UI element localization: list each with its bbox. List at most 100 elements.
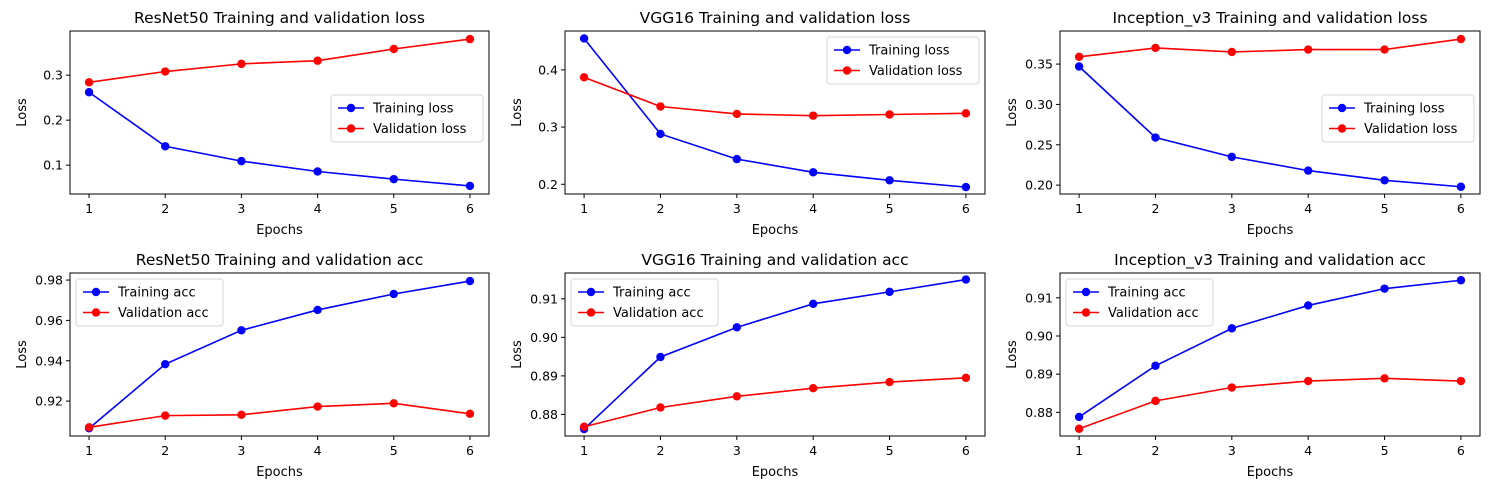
- legend-marker: [1337, 124, 1347, 133]
- data-point: [808, 384, 818, 393]
- data-point: [389, 289, 398, 299]
- chart-title: ResNet50 Training and validation loss: [134, 9, 425, 27]
- data-point: [465, 276, 475, 286]
- data-point: [1303, 301, 1313, 310]
- data-point: [465, 181, 475, 191]
- data-point: [161, 67, 170, 76]
- data-point: [732, 392, 742, 401]
- x-tick-label: 5: [390, 443, 398, 458]
- y-tick-label: 0.25: [1025, 137, 1053, 152]
- legend-box: [1065, 278, 1214, 327]
- x-tick-label: 4: [809, 443, 817, 458]
- x-axis-label: Epochs: [752, 223, 799, 238]
- y-tick-label: 0.90: [1025, 328, 1053, 343]
- x-tick-label: 3: [237, 443, 245, 458]
- legend: Training acc Validation acc: [75, 278, 224, 327]
- data-point: [84, 423, 94, 432]
- series-line-training: [583, 278, 967, 430]
- x-tick-label: 2: [1151, 443, 1159, 458]
- data-point: [1151, 361, 1160, 370]
- x-axis-label: Epochs: [1247, 465, 1294, 480]
- data-point: [313, 305, 322, 315]
- legend-marker: [91, 308, 101, 317]
- data-point: [656, 102, 665, 111]
- legend-label: Validation acc: [1108, 306, 1199, 321]
- data-point: [465, 34, 475, 44]
- data-point: [656, 129, 665, 139]
- legend-label: Training loss: [372, 102, 454, 117]
- x-tick-label: 6: [962, 201, 970, 216]
- x-tick-label: 1: [1075, 443, 1083, 458]
- x-tick-label: 2: [656, 201, 664, 216]
- y-tick-label: 0.96: [35, 313, 63, 328]
- legend-label: Training acc: [1107, 286, 1186, 301]
- data-point: [161, 142, 170, 151]
- data-point: [313, 402, 322, 411]
- legend-label: Validation acc: [118, 306, 209, 321]
- data-point: [656, 403, 665, 412]
- data-point: [808, 168, 818, 177]
- legend-label: Validation loss: [373, 122, 467, 137]
- chart-title: VGG16 Training and validation acc: [641, 251, 908, 269]
- y-tick-label: 0.35: [1025, 57, 1053, 72]
- axes-frame: [69, 30, 490, 195]
- data-point: [389, 174, 398, 184]
- data-point: [885, 110, 894, 119]
- legend: Training acc Validation acc: [570, 278, 719, 327]
- subplot-6: Inception_v3 Training and validation acc…: [1005, 251, 1481, 480]
- y-tick-label: 0.1: [43, 158, 63, 173]
- series-line-validation: [1078, 38, 1462, 58]
- x-tick-label: 4: [1304, 201, 1312, 216]
- series-line-training: [88, 280, 471, 429]
- chart-title: ResNet50 Training and validation acc: [136, 251, 424, 269]
- x-tick-label: 5: [886, 443, 894, 458]
- series-line-validation: [583, 377, 966, 428]
- legend-marker: [346, 124, 356, 133]
- data-point: [1380, 45, 1389, 54]
- y-tick-label: 0.20: [1025, 178, 1053, 193]
- y-tick-label: 0.88: [1025, 405, 1053, 420]
- x-tick-label: 6: [1457, 201, 1465, 216]
- data-point: [313, 56, 322, 65]
- y-axis-label: Loss: [510, 340, 525, 369]
- series-line-training: [1078, 279, 1461, 418]
- x-tick-label: 3: [733, 201, 741, 216]
- legend: Training loss Validation loss: [1321, 94, 1475, 143]
- data-point: [579, 73, 589, 82]
- data-point: [1380, 176, 1389, 185]
- data-point: [1074, 52, 1084, 62]
- data-point: [161, 411, 170, 420]
- data-point: [1227, 152, 1237, 162]
- data-point: [1456, 276, 1466, 285]
- y-tick-label: 0.89: [530, 368, 558, 383]
- y-tick-label: 0.92: [35, 394, 63, 409]
- data-point: [1074, 412, 1084, 422]
- x-tick-label: 4: [1304, 443, 1312, 458]
- axes-frame: [564, 272, 986, 437]
- chart-title: VGG16 Training and validation loss: [640, 9, 911, 27]
- series-line-training: [88, 91, 471, 187]
- x-tick-label: 5: [886, 201, 894, 216]
- legend-box: [570, 278, 719, 327]
- y-axis-label: Loss: [1005, 340, 1020, 369]
- data-point: [84, 88, 94, 97]
- x-tick-label: 5: [1381, 443, 1389, 458]
- x-tick-label: 1: [580, 201, 588, 216]
- x-tick-label: 4: [809, 201, 817, 216]
- x-tick-label: 6: [466, 201, 474, 216]
- series-line-training: [583, 37, 966, 188]
- data-point: [579, 422, 589, 431]
- data-point: [1380, 284, 1389, 293]
- legend-label: Validation loss: [1364, 122, 1458, 137]
- x-tick-label: 1: [85, 443, 93, 458]
- legend-box: [75, 278, 224, 327]
- data-point: [1227, 383, 1237, 392]
- y-tick-label: 0.3: [538, 120, 558, 135]
- subplot-3: Inception_v3 Training and validation los…: [1005, 9, 1481, 238]
- legend-marker: [1081, 287, 1091, 297]
- x-tick-label: 4: [314, 443, 322, 458]
- x-tick-label: 2: [1151, 201, 1159, 216]
- x-tick-label: 3: [1228, 443, 1236, 458]
- data-point: [84, 78, 94, 87]
- axes-frame: [564, 30, 986, 195]
